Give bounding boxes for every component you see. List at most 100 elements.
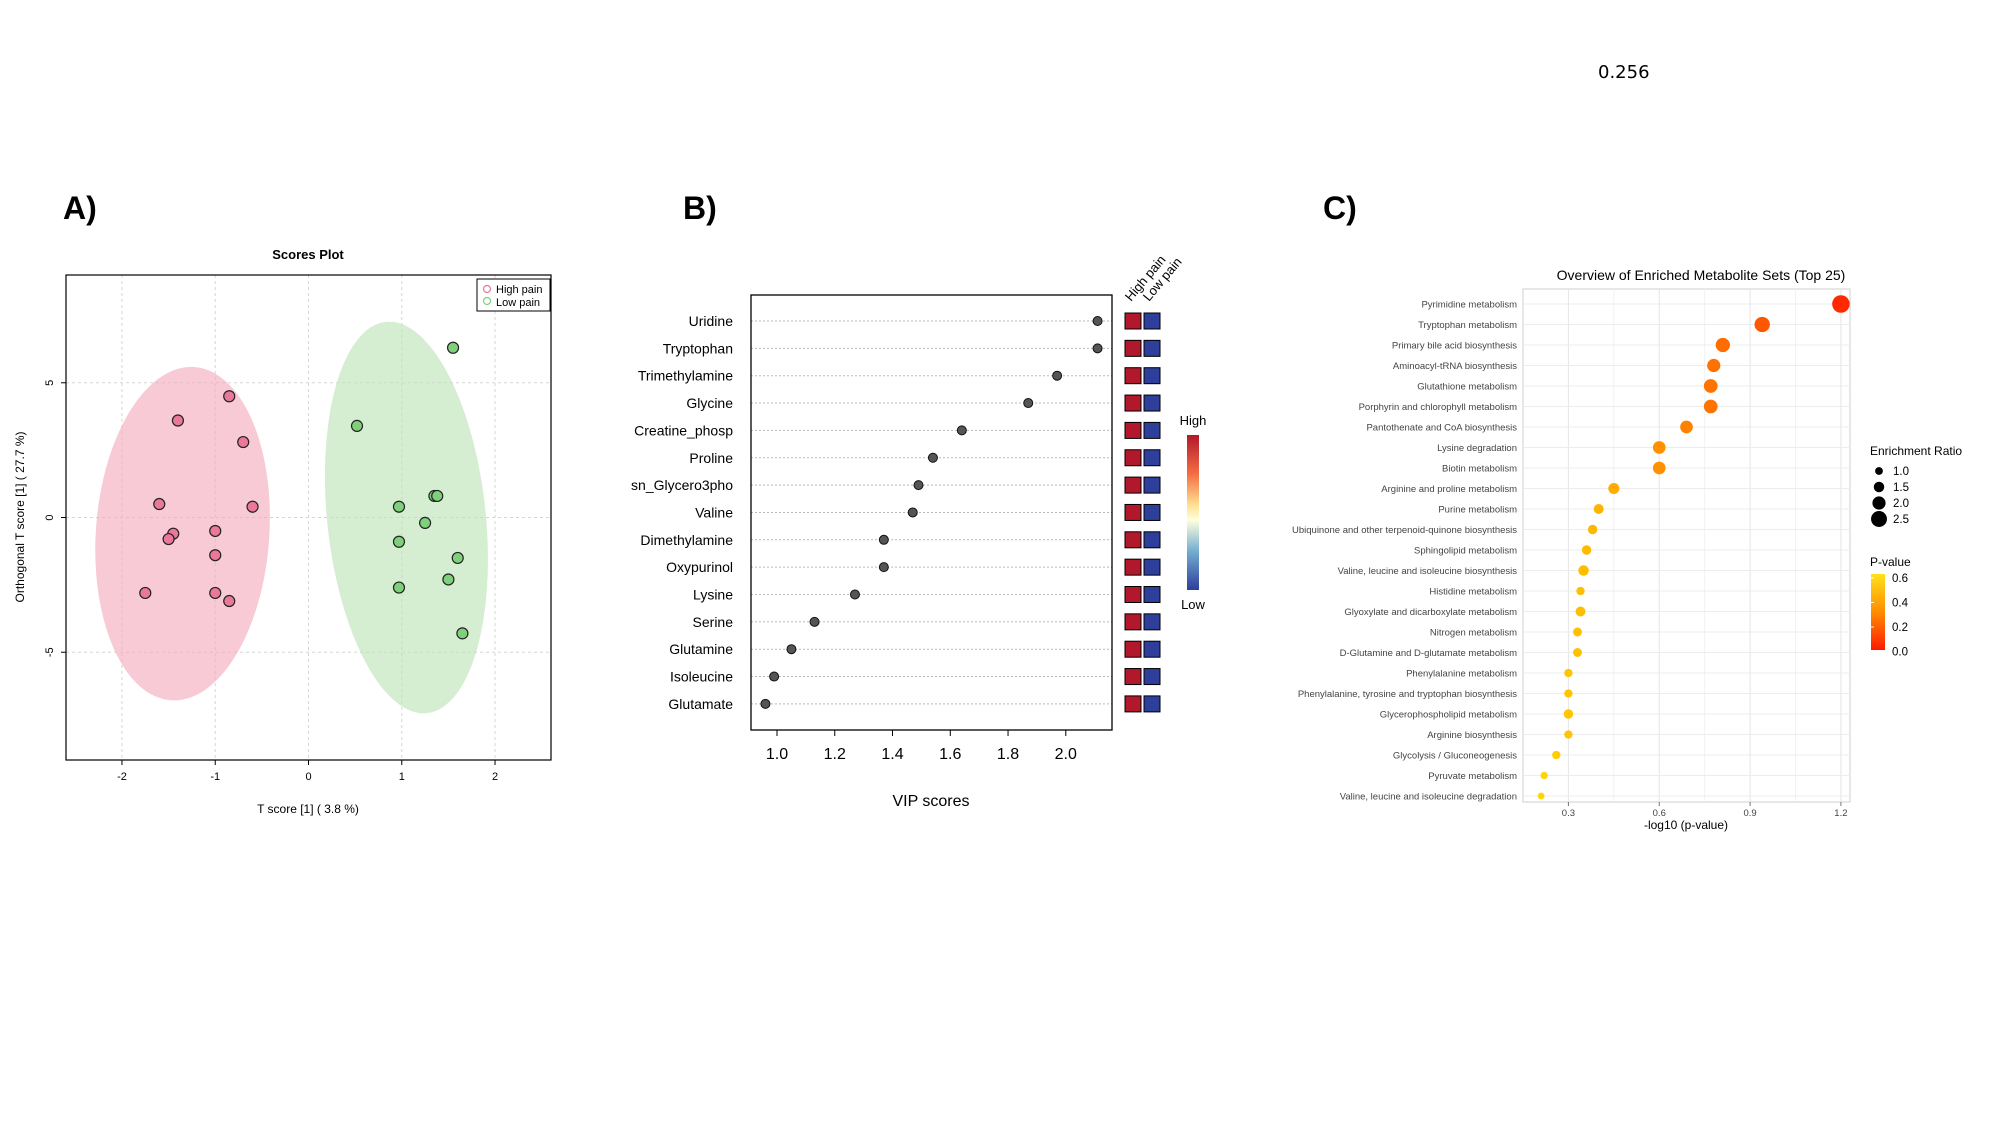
enrichment-pathway-label: Phenylalanine metabolism bbox=[1406, 669, 1517, 680]
enrichment-x-tick-label: 0.6 bbox=[1653, 808, 1666, 819]
enrichment-point bbox=[1578, 565, 1589, 576]
vip-feature-label: Tryptophan bbox=[663, 340, 733, 356]
score-point bbox=[431, 489, 444, 503]
enrichment-point bbox=[1587, 524, 1598, 535]
enrichment-point bbox=[1573, 627, 1582, 637]
vip-feature-label: sn_Glycero3pho bbox=[631, 477, 733, 493]
scores-y-tick-label: 5 bbox=[44, 380, 56, 386]
pvalue-legend-title: P-value bbox=[1870, 555, 1911, 569]
score-point bbox=[392, 500, 406, 513]
scores-x-tick-label: -2 bbox=[117, 771, 127, 783]
enrichment-pathway-label: Valine, leucine and isoleucine biosynthe… bbox=[1338, 566, 1518, 577]
enrichment-point bbox=[1754, 316, 1770, 333]
enrichment-point bbox=[1832, 295, 1850, 313]
heatmap-cell-high-pain bbox=[1124, 421, 1142, 439]
score-point bbox=[209, 586, 222, 600]
vip-feature-label: Glutamate bbox=[668, 696, 733, 712]
enrichment-point bbox=[1540, 771, 1548, 780]
enrichment-x-label: -log10 (p-value) bbox=[1644, 818, 1728, 832]
score-point bbox=[451, 551, 464, 565]
enrichment-pathway-label: Tryptophan metabolism bbox=[1418, 320, 1517, 331]
pvalue-legend-label: 0.4 bbox=[1892, 598, 1909, 610]
vip-point bbox=[760, 698, 771, 709]
score-point bbox=[209, 524, 222, 538]
heatmap-cell-low-pain bbox=[1143, 668, 1161, 686]
enrichment-point bbox=[1703, 399, 1718, 414]
vip-feature-label: Trimethylamine bbox=[638, 368, 733, 384]
score-point bbox=[162, 532, 175, 546]
score-point bbox=[246, 500, 259, 513]
enrichment-pathway-label: Pantothenate and CoA biosynthesis bbox=[1366, 423, 1517, 434]
vip-colorbar-high: High bbox=[1180, 413, 1207, 428]
vip-point bbox=[913, 480, 924, 491]
heatmap-cell-low-pain bbox=[1143, 312, 1161, 330]
enrichment-pathway-label: Sphingolipid metabolism bbox=[1414, 546, 1517, 557]
enrichment-point bbox=[1576, 586, 1585, 596]
vip-point bbox=[1052, 370, 1063, 381]
panel-c-label: C) bbox=[1323, 190, 1357, 226]
vip-feature-label: Isoleucine bbox=[670, 669, 733, 685]
enrichment-point bbox=[1573, 648, 1582, 657]
vip-plot-frame bbox=[750, 294, 1113, 731]
scores-x-tick-label: 1 bbox=[399, 771, 405, 783]
vip-feature-label: Glutamine bbox=[669, 641, 733, 657]
heatmap-cell-low-pain bbox=[1143, 613, 1161, 631]
scores-x-tick-label: 2 bbox=[492, 771, 498, 783]
score-point bbox=[456, 627, 469, 640]
score-point bbox=[209, 549, 222, 562]
confidence-ellipse bbox=[95, 366, 270, 701]
heatmap-cell-high-pain bbox=[1124, 640, 1142, 658]
heatmap-cell-high-pain bbox=[1124, 531, 1142, 549]
heatmap-cell-low-pain bbox=[1143, 421, 1161, 439]
enrichment-point bbox=[1707, 358, 1721, 373]
enrichment-point bbox=[1703, 379, 1718, 393]
scores-plot-y-label: Orthogonal T score [1] ( 27.7 %) bbox=[13, 432, 27, 603]
heatmap-cell-high-pain bbox=[1124, 367, 1142, 385]
heatmap-cell-low-pain bbox=[1143, 558, 1161, 576]
pvalue-legend-label: 0.0 bbox=[1892, 647, 1908, 659]
heatmap-cell-high-pain bbox=[1124, 613, 1142, 631]
size-legend-label: 1.0 bbox=[1893, 466, 1909, 478]
size-legend-marker bbox=[1872, 496, 1886, 510]
heatmap-cell-high-pain bbox=[1124, 503, 1142, 521]
vip-feature-label: Creatine_phosp bbox=[634, 422, 733, 438]
scores-plot-x-label: T score [1] ( 3.8 %) bbox=[257, 802, 359, 816]
heatmap-cell-low-pain bbox=[1143, 367, 1161, 385]
heatmap-cell-low-pain bbox=[1143, 449, 1161, 467]
enrichment-pathway-label: Arginine and proline metabolism bbox=[1381, 484, 1517, 495]
vip-x-tick-label: 2.0 bbox=[1055, 746, 1077, 763]
confidence-ellipse bbox=[324, 321, 488, 714]
enrichment-pathway-label: Nitrogen metabolism bbox=[1430, 628, 1517, 639]
vip-feature-label: Valine bbox=[695, 504, 733, 520]
enrichment-point bbox=[1680, 420, 1693, 434]
vip-point bbox=[786, 644, 797, 655]
vip-point bbox=[907, 507, 918, 518]
heatmap-cell-high-pain bbox=[1124, 586, 1142, 603]
vip-plot: Uridine Tryptophan Trimethylamine Glycine Cr… bbox=[631, 252, 1206, 810]
vip-point bbox=[878, 534, 889, 545]
vip-feature-label: Glycine bbox=[686, 395, 733, 411]
pvalue-colorbar bbox=[1871, 574, 1885, 650]
enrichment-point bbox=[1564, 668, 1573, 678]
size-legend-label: 2.0 bbox=[1893, 498, 1909, 510]
enrichment-title: Overview of Enriched Metabolite Sets (To… bbox=[1557, 267, 1846, 283]
enrichment-pathway-label: Phenylalanine, tyrosine and tryptophan b… bbox=[1298, 689, 1517, 700]
vip-point bbox=[878, 562, 889, 573]
panel-a-label: A) bbox=[63, 190, 97, 226]
size-legend-marker bbox=[1875, 467, 1883, 475]
enrichment-pathway-label: Biotin metabolism bbox=[1442, 464, 1517, 475]
pvalue-legend-label: 0.2 bbox=[1892, 622, 1908, 634]
enrichment-pathway-label: Valine, leucine and isoleucine degradati… bbox=[1340, 792, 1517, 803]
enrichment-pathway-label: D-Glutamine and D-glutamate metabolism bbox=[1340, 648, 1517, 659]
vip-point bbox=[849, 589, 860, 600]
enrichment-point bbox=[1564, 730, 1573, 739]
score-point bbox=[392, 581, 406, 594]
heatmap-cell-low-pain bbox=[1143, 394, 1161, 412]
enrichment-pathway-label: Arginine biosynthesis bbox=[1427, 730, 1517, 741]
size-legend-label: 1.5 bbox=[1893, 482, 1909, 494]
heatmap-cell-high-pain bbox=[1124, 558, 1142, 576]
score-point bbox=[418, 516, 432, 529]
vip-point bbox=[1092, 343, 1103, 354]
enrichment-pathway-label: Pyrimidine metabolism bbox=[1421, 300, 1517, 311]
heatmap-cell-low-pain bbox=[1143, 476, 1161, 494]
